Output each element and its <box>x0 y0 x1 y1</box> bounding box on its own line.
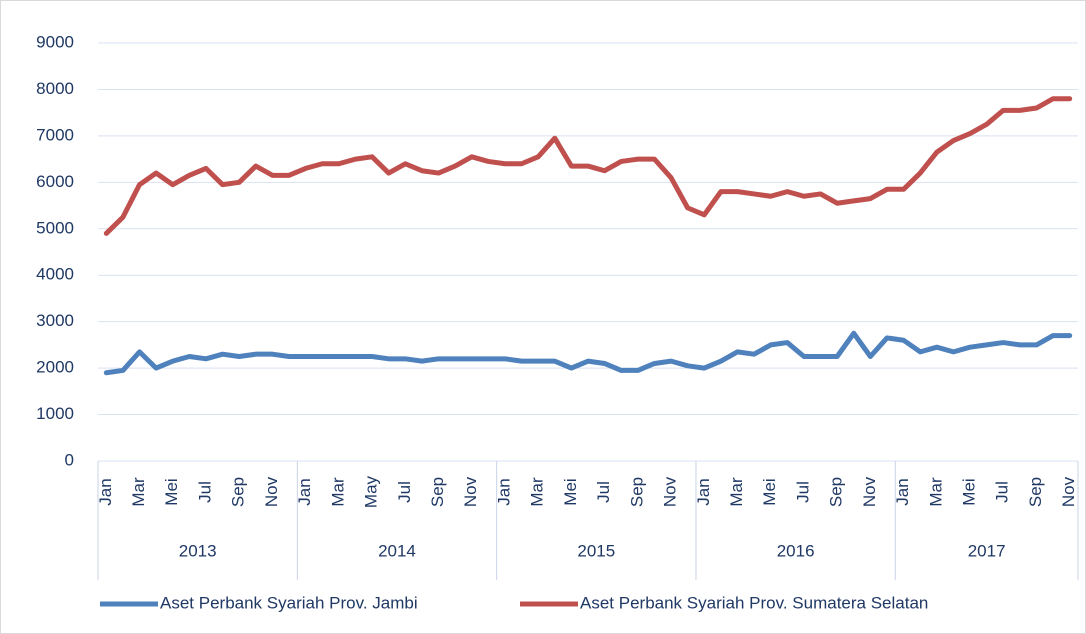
y-tick-label: 6000 <box>36 172 74 191</box>
series-line <box>103 96 1073 236</box>
y-tick-label: 7000 <box>36 125 74 144</box>
x-tick-label: Jan <box>694 478 713 505</box>
x-tick-label: Mar <box>727 477 746 507</box>
group-label: 2014 <box>378 541 416 560</box>
x-tick-label: Mei <box>760 478 779 505</box>
x-tick-label: Sep <box>229 477 248 507</box>
x-tick-label: Mar <box>926 477 945 507</box>
y-tick-label: 3000 <box>36 311 74 330</box>
x-tick-label: Jul <box>993 481 1012 503</box>
x-tick-label: Mar <box>528 477 547 507</box>
x-tick-label: Mei <box>561 478 580 505</box>
legend-label: Aset Perbank Syariah Prov. Jambi <box>160 593 418 612</box>
x-tick-label: Nov <box>661 476 680 507</box>
x-tick-label: Nov <box>860 476 879 507</box>
series-line <box>103 330 1073 376</box>
x-tick-label: Jul <box>793 481 812 503</box>
group-label: 2017 <box>968 541 1006 560</box>
x-tick-label: Nov <box>262 476 281 507</box>
legend-label: Aset Perbank Syariah Prov. Sumatera Sela… <box>580 593 928 612</box>
x-tick-label: Jan <box>295 478 314 505</box>
x-tick-label: Nov <box>1059 476 1078 507</box>
x-tick-label: May <box>362 475 381 508</box>
y-tick-label: 0 <box>65 450 74 469</box>
y-tick-label: 4000 <box>36 265 74 284</box>
x-tick-label: Mar <box>129 477 148 507</box>
x-tick-label: Sep <box>627 477 646 507</box>
y-tick-label: 8000 <box>36 79 74 98</box>
y-tick-label: 5000 <box>36 218 74 237</box>
x-tick-label: Nov <box>461 476 480 507</box>
x-tick-label: Mei <box>162 478 181 505</box>
group-label: 2013 <box>179 541 217 560</box>
group-label: 2015 <box>577 541 615 560</box>
x-tick-label: Jan <box>893 478 912 505</box>
y-tick-label: 9000 <box>36 32 74 51</box>
x-tick-label: Sep <box>1026 477 1045 507</box>
x-tick-label: Jul <box>594 481 613 503</box>
x-tick-label: Jul <box>195 481 214 503</box>
y-tick-label: 2000 <box>36 358 74 377</box>
x-tick-label: Mei <box>960 478 979 505</box>
x-tick-label: Jan <box>494 478 513 505</box>
x-tick-label: Jan <box>96 478 115 505</box>
x-tick-label: Jul <box>395 481 414 503</box>
x-tick-label: Sep <box>827 477 846 507</box>
x-tick-label: Sep <box>428 477 447 507</box>
x-tick-label: Mar <box>328 477 347 507</box>
group-label: 2016 <box>777 541 815 560</box>
y-tick-label: 1000 <box>36 404 74 423</box>
